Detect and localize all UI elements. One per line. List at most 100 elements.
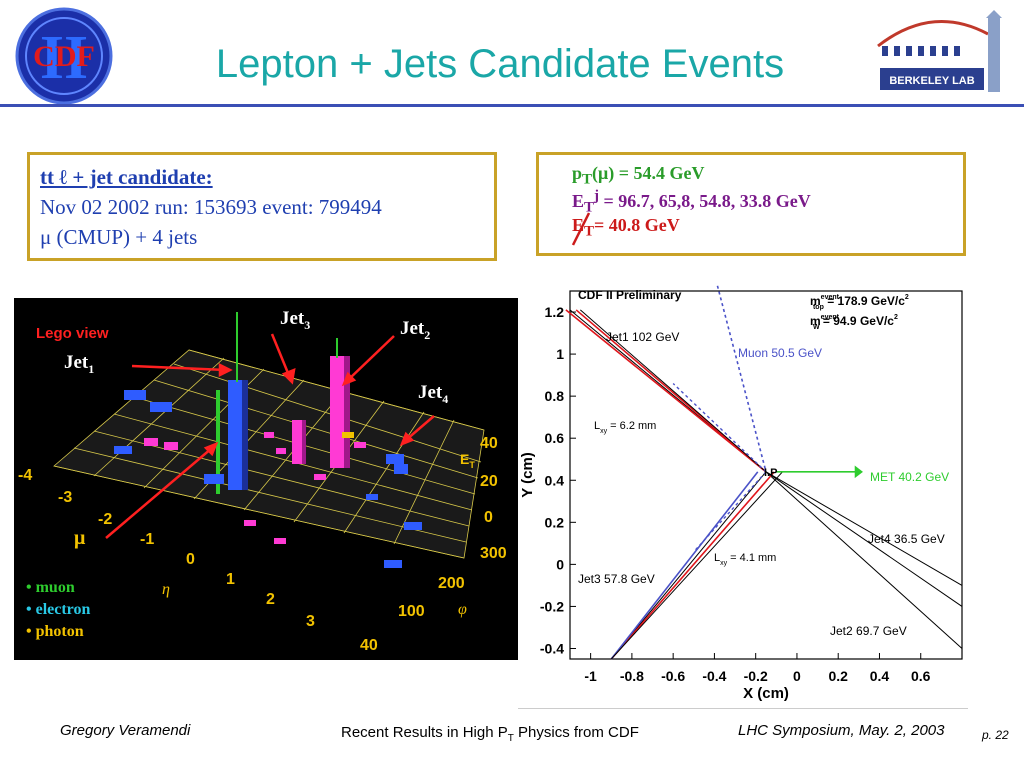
eta-tick: 1 [226,571,235,588]
lxy2-label: Lxy = 4.1 mm [714,552,776,567]
x-tick-label: -0.6 [661,668,685,684]
y-tick-label: 1.2 [545,304,565,320]
x-tick-label: 0.6 [911,668,931,684]
event-display-chart: -1 -0.8 -0.6 -0.4 -0.2 0 0.2 0.4 0.6 1.2 1 0.8 0.6 0.… [519,283,963,702]
plot-frame [569,290,963,660]
eta-tick: -2 [98,511,112,528]
legend-muon: • muon [26,579,75,596]
eta-axis-label: η [162,581,170,598]
track-line [765,471,963,586]
eta-tick: 3 [306,613,315,630]
candidate-heading: tt ℓ + jet candidate: [40,165,213,189]
track-line [610,471,767,660]
met-slash-mark [571,212,591,246]
page-title: Lepton + Jets Candidate Events [215,42,785,86]
muon-track-label: Muon 50.5 GeV [738,346,822,360]
y-tick-label: 1 [556,346,564,362]
cdf-logo: II CDF [15,7,113,105]
jet-et-values: ETj = 96.7, 65,8, 54.8, 33.8 GeV [572,188,811,216]
track-line [579,309,767,473]
berkeley-lab-text: BERKELEY LAB [889,75,974,87]
title-divider [0,104,1024,107]
x-tick-label: -0.8 [620,668,644,684]
track-line [565,309,767,473]
footer-author: Gregory Veramendi [60,722,191,739]
eta-tick: 2 [266,591,275,608]
eta-tick: -1 [140,531,154,548]
et-ticks: 40 20 0 [480,435,498,526]
muon-symbol: μ [74,527,86,549]
phi-tick: 200 [438,575,465,592]
jet4-label: Jet4 [418,382,448,406]
et-axis-label: ET [460,451,475,470]
et-tick: 0 [484,509,493,526]
axis-ticks: -1 -0.8 -0.6 -0.4 -0.2 0 0.2 0.4 0.6 1.2 1 0.8 0.6 0.… [540,304,931,684]
candidate-objects: μ (CMUP) + 4 jets [40,225,198,249]
x-tick-label: 0 [793,668,801,684]
jet3-track-label: Jet3 57.8 GeV [578,572,655,586]
cdf-logo-text: CDF [33,40,95,73]
lego-legend: • muon • electron • photon [26,579,90,640]
x-axis-label: X (cm) [743,685,789,702]
candidate-box: tt ℓ + jet candidate: Nov 02 2002 run: 1… [27,152,497,261]
eta-tick: -4 [18,467,32,484]
berkeley-lab-logo: BERKELEY LAB [877,10,1002,92]
footer-divider [518,708,968,709]
track-lines [565,283,963,660]
lego-view-plot: Lego view Jet1 Jet3 Jet2 Jet4 μ η φ ET -… [14,298,518,660]
x-tick-label: 0.2 [828,668,848,684]
ip-label: I.P [764,467,777,479]
kinematics-box: pT(μ) = 54.4 GeV ETj = 96.7, 65,8, 54.8,… [536,152,966,256]
phi-tick: 40 [360,637,378,654]
phi-tick: 100 [398,603,425,620]
phi-ticks: 300 200 100 40 [360,545,507,654]
jet2-label: Jet2 [400,318,430,342]
jet1-label: Jet1 [64,352,94,376]
track-line [610,471,775,660]
jet3-label: Jet3 [280,308,310,332]
lxy1-label: Lxy = 6.2 mm [594,420,656,435]
track-line [765,471,963,649]
y-tick-label: -0.4 [540,640,564,656]
met-arrow-head [854,465,863,479]
eta-tick: -3 [58,489,72,506]
x-tick-label: 0.4 [870,668,890,684]
page-number: p. 22 [982,728,1009,742]
jet4-track-label: Jet4 36.5 GeV [868,532,945,546]
legend-electron: • electron [26,601,90,618]
footer-event: LHC Symposium, May. 2, 2003 [738,722,945,739]
top-mass: mevent top = 178.9 GeV/c2 [810,294,909,311]
x-tick-label: -0.4 [702,668,726,684]
track-line [610,471,783,660]
phi-axis-label: φ [458,601,467,618]
jet1-track-label: Jet1 102 GeV [606,330,679,344]
y-tick-label: 0.8 [545,388,565,404]
y-axis-label: Y (cm) [519,452,536,498]
met-track-label: MET 40.2 GeV [870,470,949,484]
track-line [765,471,963,607]
track-line [715,283,767,473]
lego-view-title: Lego view [36,325,109,342]
x-tick-label: -0.2 [744,668,768,684]
y-tick-label: 0.4 [545,472,565,488]
candidate-run-info: Nov 02 2002 run: 153693 event: 799494 [40,195,382,219]
y-tick-label: 0.6 [545,430,565,446]
phi-tick: 300 [480,545,507,562]
footer-talk-title: Recent Results in High PT Physics from C… [341,724,639,744]
track-line [610,471,759,660]
x-tick-label: -1 [584,668,597,684]
legend-photon: • photon [26,623,84,640]
y-tick-label: 0.2 [545,514,565,530]
muon-pt: pT(μ) = 54.4 GeV [572,163,705,188]
jet2-track-label: Jet2 69.7 GeV [830,624,907,638]
eta-tick: 0 [186,551,195,568]
y-tick-label: -0.2 [540,598,564,614]
cdf-logo-numeral: II [40,24,88,92]
chart-title: CDF II Preliminary [578,288,682,302]
w-mass: mevent W = 94.9 GeV/c2 [810,314,898,331]
et-tick: 40 [480,435,498,452]
et-tick: 20 [480,473,498,490]
y-tick-label: 0 [556,556,564,572]
eta-ticks: -4 -3 -2 -1 0 1 2 3 [18,467,315,630]
jet-arrows [105,333,435,539]
